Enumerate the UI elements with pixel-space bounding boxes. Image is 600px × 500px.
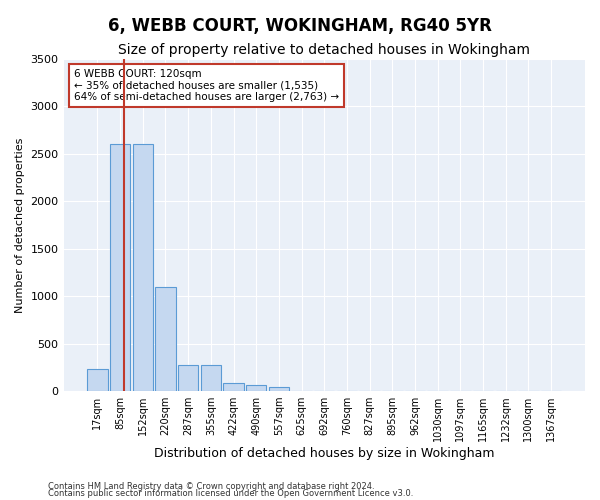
Title: Size of property relative to detached houses in Wokingham: Size of property relative to detached ho… <box>118 42 530 56</box>
Text: Contains HM Land Registry data © Crown copyright and database right 2024.: Contains HM Land Registry data © Crown c… <box>48 482 374 491</box>
Bar <box>178 364 199 391</box>
Text: 6, WEBB COURT, WOKINGHAM, RG40 5YR: 6, WEBB COURT, WOKINGHAM, RG40 5YR <box>108 18 492 36</box>
Bar <box>246 386 266 391</box>
Bar <box>110 144 130 391</box>
Bar <box>223 382 244 391</box>
Bar <box>133 144 153 391</box>
Bar <box>269 388 289 391</box>
Text: Contains public sector information licensed under the Open Government Licence v3: Contains public sector information licen… <box>48 489 413 498</box>
Bar <box>200 364 221 391</box>
Bar <box>155 286 176 391</box>
Y-axis label: Number of detached properties: Number of detached properties <box>15 138 25 313</box>
Bar <box>87 370 107 391</box>
X-axis label: Distribution of detached houses by size in Wokingham: Distribution of detached houses by size … <box>154 447 494 460</box>
Text: 6 WEBB COURT: 120sqm
← 35% of detached houses are smaller (1,535)
64% of semi-de: 6 WEBB COURT: 120sqm ← 35% of detached h… <box>74 69 339 102</box>
